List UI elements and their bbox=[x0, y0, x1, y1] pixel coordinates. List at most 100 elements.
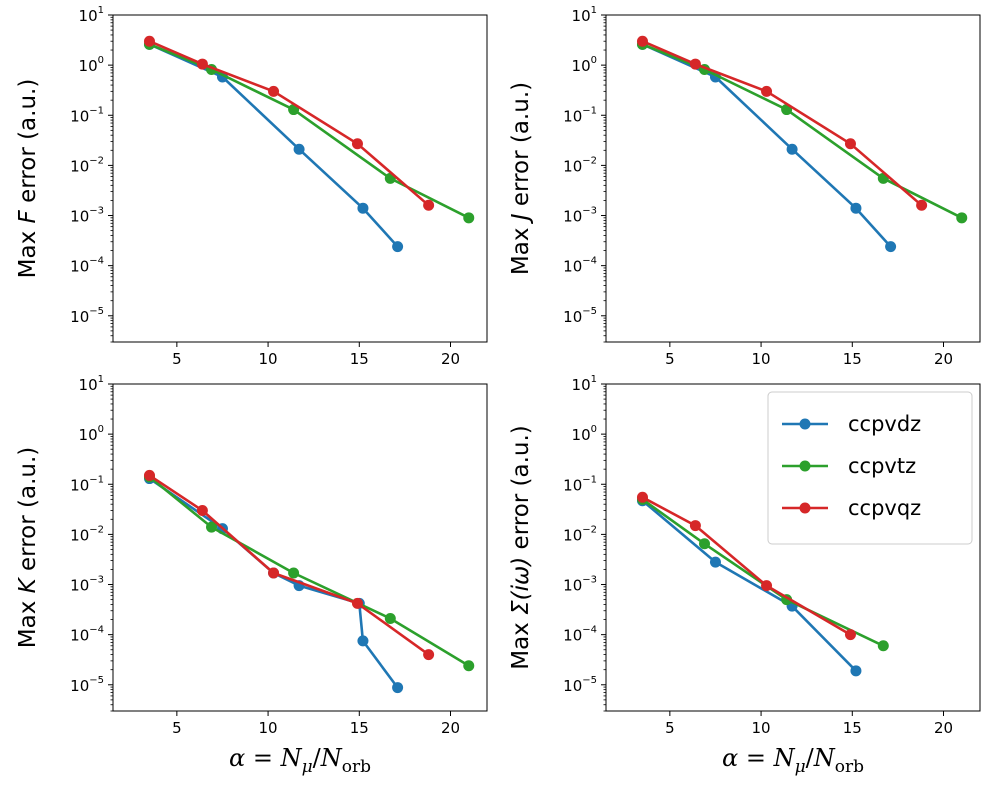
x-tick-label: 5 bbox=[172, 350, 182, 368]
data-point bbox=[636, 35, 648, 47]
series-ccpvqz bbox=[143, 35, 435, 211]
legend-box bbox=[767, 391, 973, 545]
data-point bbox=[268, 85, 280, 97]
y-tick-label: 10−4 bbox=[70, 625, 104, 645]
y-tick-label: 10−3 bbox=[70, 206, 104, 226]
y-tick-label: 10−3 bbox=[563, 206, 597, 226]
subplot-4: 5 10 15 20 10−5 10−4 10−3 10−2 10−1 100 101 Max Σ(i… bbox=[508, 374, 981, 777]
data-point bbox=[384, 613, 396, 625]
legend-marker bbox=[799, 460, 811, 472]
data-point bbox=[293, 143, 305, 155]
data-point bbox=[351, 597, 363, 609]
data-point bbox=[288, 567, 300, 579]
data-point bbox=[463, 660, 475, 672]
x-tick-label: 10 bbox=[259, 719, 278, 737]
x-tick-label: 15 bbox=[843, 719, 862, 737]
y-tick-label: 101 bbox=[79, 374, 104, 394]
y-tick-label: 100 bbox=[79, 424, 104, 444]
data-point bbox=[143, 469, 155, 481]
y-tick-label: 100 bbox=[572, 424, 597, 444]
legend-marker bbox=[799, 502, 811, 514]
data-point bbox=[956, 212, 968, 224]
series-line bbox=[641, 498, 884, 647]
data-point bbox=[689, 58, 701, 70]
x-tick-label: 20 bbox=[934, 719, 953, 737]
data-point bbox=[196, 58, 208, 70]
y-tick-label: 10−2 bbox=[563, 155, 597, 175]
series-line bbox=[148, 475, 470, 667]
data-point bbox=[196, 504, 208, 516]
series-line bbox=[641, 496, 852, 636]
y-tick-label: 10−4 bbox=[563, 625, 597, 645]
series-line bbox=[148, 477, 399, 689]
y-axis-label: Max J error (a.u.) bbox=[508, 82, 534, 275]
data-point bbox=[885, 241, 897, 253]
series-ccpvtz bbox=[636, 38, 968, 224]
data-point bbox=[423, 199, 435, 211]
data-point bbox=[357, 202, 369, 214]
data-point bbox=[761, 580, 773, 592]
y-tick-label: 10−1 bbox=[563, 474, 597, 494]
subplot-1: 5 10 15 20 10−5 10−4 10−3 10−2 10−1 100 101 Max F e… bbox=[15, 5, 488, 368]
series-ccpvtz bbox=[143, 38, 475, 224]
x-tick-label: 5 bbox=[665, 350, 675, 368]
data-point bbox=[689, 520, 701, 532]
x-tick-label: 15 bbox=[843, 350, 862, 368]
y-tick-label: 10−2 bbox=[70, 155, 104, 175]
y-tick-label: 10−5 bbox=[563, 675, 597, 695]
y-tick-label: 10−1 bbox=[563, 105, 597, 125]
y-tick-label: 101 bbox=[572, 5, 597, 25]
legend-entry-ccpvqz: ccpvqz bbox=[782, 496, 921, 520]
series-ccpvdz bbox=[636, 38, 897, 253]
x-tick-label: 5 bbox=[665, 719, 675, 737]
data-point bbox=[463, 212, 475, 224]
series-ccpvqz bbox=[636, 35, 928, 211]
axes-frame bbox=[112, 14, 488, 343]
series-ccpvtz bbox=[143, 471, 475, 672]
y-tick-label: 10−4 bbox=[563, 256, 597, 276]
y-axis-label: Max K error (a.u.) bbox=[15, 447, 41, 649]
data-point bbox=[844, 629, 856, 641]
legend-label: ccpvtz bbox=[848, 454, 916, 478]
series-line bbox=[642, 43, 963, 219]
series-line bbox=[149, 43, 470, 219]
y-tick-label: 100 bbox=[572, 55, 597, 75]
y-tick-label: 10−2 bbox=[563, 524, 597, 544]
data-point bbox=[699, 538, 711, 550]
legend-entry-ccpvtz: ccpvtz bbox=[782, 454, 916, 478]
series-ccpvdz bbox=[143, 38, 404, 253]
y-tick-label: 101 bbox=[572, 374, 597, 394]
data-point bbox=[357, 635, 369, 647]
data-point bbox=[423, 649, 435, 661]
legend: ccpvdz ccpvtz ccpvqz bbox=[767, 391, 973, 545]
x-tick-label: 10 bbox=[752, 719, 771, 737]
data-point bbox=[143, 35, 155, 47]
axes-frame bbox=[112, 383, 488, 712]
y-axis-label: Max Σ(iω) error (a.u.) bbox=[508, 425, 534, 670]
data-point bbox=[786, 143, 798, 155]
y-tick-label: 10−4 bbox=[70, 256, 104, 276]
legend-label: ccpvdz bbox=[848, 412, 921, 436]
data-point bbox=[761, 85, 773, 97]
y-axis-label: Max F error (a.u.) bbox=[15, 79, 41, 279]
x-tick-label: 20 bbox=[441, 350, 460, 368]
y-tick-label: 101 bbox=[79, 5, 104, 25]
x-tick-label: 5 bbox=[172, 719, 182, 737]
series-ccpvqz bbox=[143, 469, 435, 661]
y-tick-label: 10−1 bbox=[70, 474, 104, 494]
x-tick-label: 15 bbox=[350, 350, 369, 368]
data-point bbox=[916, 199, 928, 211]
series-ccpvqz bbox=[636, 491, 856, 641]
x-tick-label: 20 bbox=[441, 719, 460, 737]
data-point bbox=[268, 567, 280, 579]
data-point bbox=[392, 241, 404, 253]
data-point bbox=[709, 556, 721, 568]
x-tick-label: 10 bbox=[259, 350, 278, 368]
y-tick-label: 100 bbox=[79, 55, 104, 75]
data-point bbox=[877, 640, 889, 652]
series-line bbox=[148, 474, 430, 656]
x-tick-label: 10 bbox=[752, 350, 771, 368]
y-tick-label: 10−5 bbox=[70, 306, 104, 326]
series-ccpvdz bbox=[143, 473, 404, 694]
